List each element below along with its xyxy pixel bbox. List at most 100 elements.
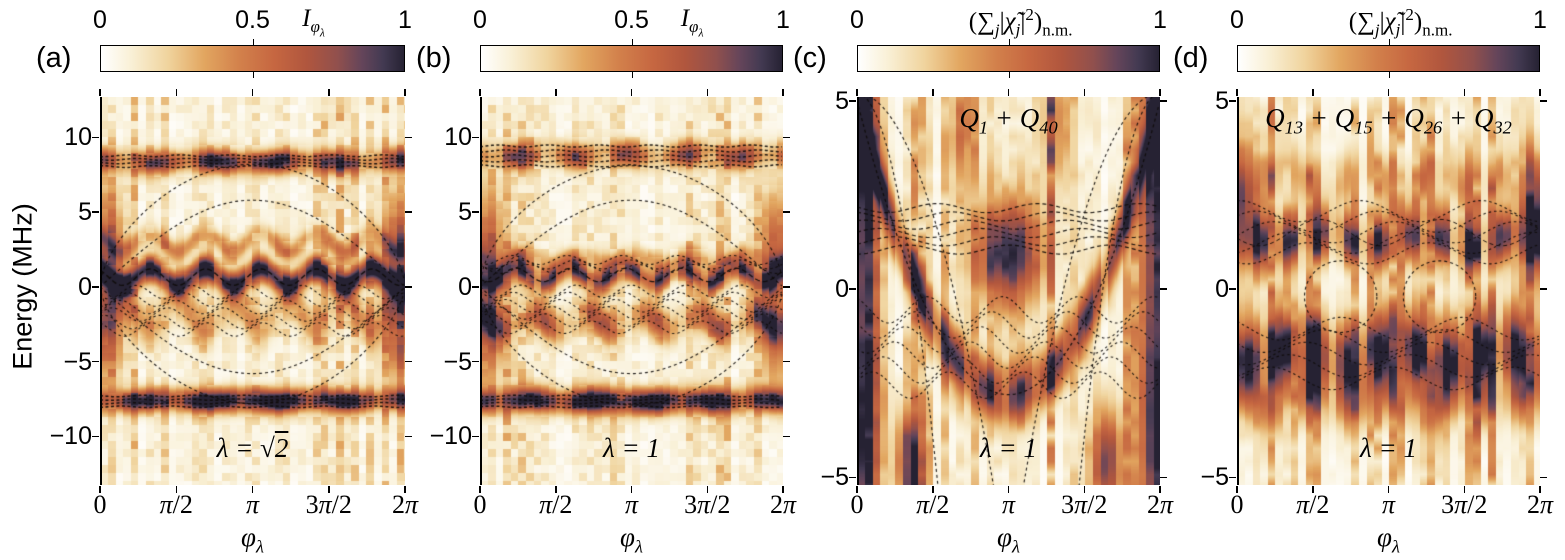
x-tick-label: 3π/2: [305, 490, 352, 519]
colorbar-min-label: 0: [473, 6, 487, 34]
colorbar-min-label: 0: [850, 6, 864, 34]
x-axis-label: φλ: [620, 522, 643, 557]
x-tick-label: π: [624, 490, 639, 519]
x-tick-mark: [1083, 89, 1085, 96]
x-tick-mark: [404, 89, 406, 96]
y-tick-mark: [472, 435, 479, 438]
x-axis-label: φλ: [997, 522, 1020, 557]
y-tick-label: −5: [443, 347, 472, 376]
colorbar-max-label: 1: [1533, 6, 1547, 34]
x-tick-mark: [1539, 485, 1541, 493]
plot-frame: [100, 97, 102, 485]
x-tick-label: 0: [850, 490, 864, 519]
y-tick-label: −10: [429, 422, 472, 451]
x-tick-mark: [1387, 485, 1390, 493]
y-tick-mark: [849, 288, 856, 290]
plot-frame: [1237, 97, 1239, 485]
x-tick-mark: [856, 485, 858, 493]
heatmap-canvas: [480, 97, 783, 485]
panel-a: (a) 0 0.5 Iφλ 1 Energy (MHz) 10 5 0 −5 −10 λ…: [8, 0, 419, 560]
x-tick-mark: [99, 89, 101, 96]
y-tick-label: −5: [63, 347, 92, 376]
colorbar: [1237, 39, 1540, 78]
heatmap-canvas: [100, 97, 405, 485]
y-tick-label: 0: [458, 272, 472, 301]
annotation-lambda: λ = 1: [603, 433, 660, 463]
panel-b: (b) 0 0.5 Iφλ 1 10 5 0 −5 −10 λ = 1 0 π/2 π 3π/…: [416, 0, 796, 560]
y-tick-mark: [92, 136, 99, 139]
x-tick-mark: [479, 89, 481, 96]
annotation-modes: Q1 + Q40: [959, 103, 1058, 138]
x-tick-mark: [932, 89, 934, 96]
colorbar: [100, 39, 405, 78]
x-tick-label: π/2: [1296, 490, 1330, 519]
x-tick-mark: [555, 89, 557, 96]
y-tick-mark: [405, 211, 412, 213]
x-tick-mark: [706, 89, 708, 96]
y-tick-label: 0: [78, 272, 92, 301]
annotation-modes: Q13 + Q15 + Q26 + Q32: [1265, 103, 1512, 138]
y-tick-label: −10: [49, 422, 92, 451]
x-tick-mark: [175, 485, 177, 493]
x-tick-mark: [1159, 89, 1161, 96]
y-tick-mark: [1160, 476, 1167, 479]
y-tick-mark: [405, 435, 412, 438]
x-tick-label: π: [1381, 490, 1396, 519]
y-tick-label: 10: [444, 123, 472, 152]
x-tick-label: 3π/2: [1441, 490, 1488, 519]
y-tick-label: −5: [1200, 463, 1229, 492]
y-tick-mark: [92, 211, 99, 213]
x-tick-mark: [328, 485, 330, 493]
x-tick-mark: [1083, 485, 1085, 493]
x-tick-mark: [1312, 89, 1314, 96]
x-tick-mark: [404, 485, 406, 493]
y-tick-mark: [783, 360, 790, 363]
y-tick-mark: [92, 360, 99, 363]
y-tick-mark: [92, 286, 99, 288]
y-tick-mark: [783, 435, 790, 438]
heatmap-canvas: [857, 97, 1160, 485]
y-tick-mark: [1160, 100, 1167, 102]
x-tick-label: 0: [1230, 490, 1244, 519]
x-tick-label: 3π/2: [1061, 490, 1108, 519]
annotation-lambda: λ = 1: [1360, 433, 1417, 463]
panel-c: (c) 0 (∑j|χ̃j|2)n.m. 1 5 0 −5 Q1 + Q40 λ =…: [793, 0, 1173, 560]
x-tick-mark: [555, 485, 557, 493]
y-tick-mark: [405, 360, 412, 363]
y-tick-label: 5: [78, 198, 92, 227]
y-axis-ticks: 5 0 −5: [1159, 88, 1229, 490]
y-tick-mark: [405, 136, 412, 139]
y-tick-mark: [783, 286, 790, 288]
y-tick-mark: [849, 476, 856, 479]
y-tick-mark: [1229, 288, 1236, 290]
y-tick-mark: [472, 211, 479, 213]
colorbar-max-label: 1: [398, 6, 412, 34]
y-tick-mark: [1540, 476, 1547, 479]
colorbar-title: (∑j|χ̃j|2)n.m.: [968, 5, 1073, 40]
y-tick-mark: [783, 211, 790, 213]
x-tick-mark: [1387, 89, 1390, 96]
x-tick-mark: [1539, 89, 1541, 96]
y-tick-mark: [472, 360, 479, 363]
x-tick-mark: [175, 89, 177, 96]
y-tick-mark: [849, 100, 856, 102]
x-tick-label: π: [245, 490, 260, 519]
y-tick-mark: [472, 286, 479, 288]
y-tick-label: −5: [820, 463, 849, 492]
colorbar-title: Iφλ: [302, 5, 325, 40]
x-tick-mark: [99, 485, 101, 493]
x-tick-label: 2π: [391, 490, 419, 519]
y-axis-ticks: 10 5 0 −5 −10: [402, 97, 472, 485]
y-tick-label: 5: [1215, 86, 1229, 115]
y-tick-mark: [92, 435, 99, 438]
x-tick-label: 0: [473, 490, 487, 519]
x-tick-mark: [1159, 485, 1161, 493]
annotation-lambda: λ = 1: [980, 433, 1037, 463]
colorbar: [857, 39, 1160, 78]
x-tick-mark: [1463, 485, 1465, 493]
y-tick-label: 0: [835, 275, 849, 304]
x-tick-mark: [1236, 89, 1238, 96]
x-tick-mark: [251, 485, 254, 493]
x-axis-label: φλ: [241, 522, 264, 557]
